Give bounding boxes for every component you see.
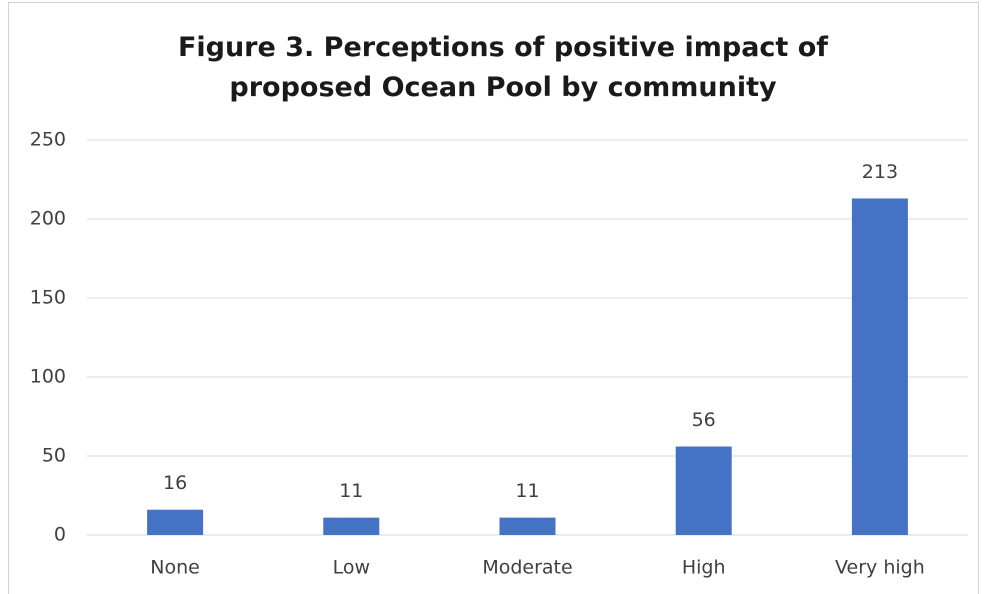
bar bbox=[323, 517, 380, 535]
y-tick-label: 250 bbox=[30, 129, 66, 151]
bar bbox=[851, 198, 908, 535]
data-label: 11 bbox=[339, 480, 363, 502]
chart-title: Figure 3. Perceptions of positive impact… bbox=[177, 32, 829, 103]
x-tick-label: Low bbox=[333, 557, 370, 579]
bar bbox=[675, 446, 732, 535]
data-label: 213 bbox=[862, 161, 898, 183]
data-label: 56 bbox=[692, 409, 716, 431]
data-label: 11 bbox=[515, 480, 539, 502]
x-tick-label: Very high bbox=[835, 557, 925, 579]
bar bbox=[147, 509, 204, 535]
y-tick-label: 150 bbox=[30, 287, 66, 309]
y-tick-label: 200 bbox=[30, 208, 66, 230]
y-tick-label: 50 bbox=[42, 445, 66, 467]
y-tick-label: 100 bbox=[30, 366, 66, 388]
x-tick-label: None bbox=[150, 557, 200, 579]
data-label: 16 bbox=[163, 472, 187, 494]
x-tick-label: Moderate bbox=[482, 557, 572, 579]
chart-border bbox=[8, 2, 979, 594]
x-tick-label: High bbox=[682, 557, 726, 579]
bar bbox=[499, 517, 556, 535]
y-tick-label: 0 bbox=[54, 524, 66, 546]
